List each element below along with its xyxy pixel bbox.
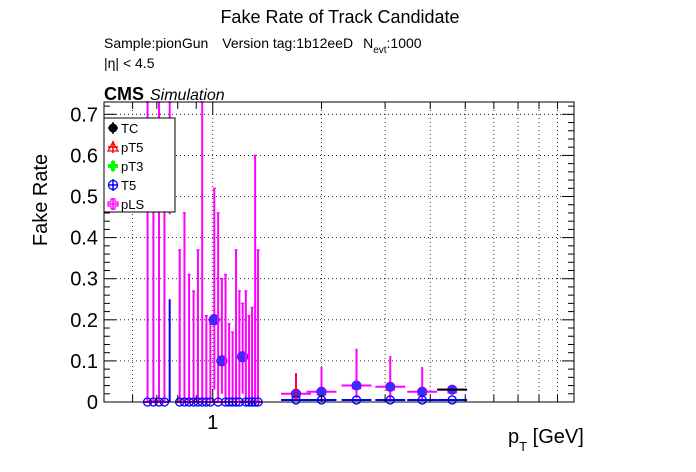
legend-marker — [108, 161, 118, 171]
legend: TC pT5 pT3 T5 pLS — [103, 117, 176, 213]
plot-frame — [103, 101, 575, 403]
marker-tc-t5-overlay — [216, 355, 228, 367]
legend-item: pT3 — [108, 159, 143, 174]
marker-t5 — [385, 395, 395, 405]
legend-item: TC — [108, 121, 138, 136]
x-tick-label: 1 — [207, 412, 218, 434]
y-tick-label: 0.3 — [70, 269, 98, 291]
y-tick-label: 0.7 — [70, 104, 98, 126]
high-pt-point — [306, 367, 337, 405]
eta-cut: |η| < 4.5 — [104, 55, 155, 71]
legend-item: pT5 — [106, 140, 143, 155]
legend-marker — [108, 123, 118, 133]
pls-point — [208, 187, 220, 390]
y-tick-label: 0 — [87, 392, 98, 414]
y-tick-label: 0.1 — [70, 351, 98, 373]
marker-tc-t5-overlay — [417, 386, 428, 397]
marker-tc-t5-overlay — [385, 381, 396, 392]
sample-info: Sample:pionGun Version tag:1b12eeD Nevt:10… — [104, 35, 422, 56]
legend-marker — [106, 140, 120, 152]
y-tick-label: 0.4 — [70, 228, 98, 250]
legend-label: TC — [121, 121, 138, 136]
legend-item: pLS — [107, 197, 144, 212]
y-axis-label: Fake Rate — [30, 154, 52, 246]
y-tick-label: 0.6 — [70, 145, 98, 167]
legend-label: pT5 — [121, 140, 143, 155]
marker-tc-t5-overlay — [316, 386, 327, 397]
legend-marker — [107, 179, 119, 191]
chart-title: Fake Rate of Track Candidate — [220, 7, 459, 27]
marker-t5 — [417, 395, 427, 405]
x-axis-label: pT [GeV] — [508, 426, 584, 454]
legend-label: pLS — [121, 197, 144, 212]
marker-tc-t5-overlay — [351, 380, 362, 391]
high-pt-point — [341, 348, 372, 405]
axes: 0 0.1 0.2 0.3 0.4 0.5 0.6 0.7 1 — [70, 101, 575, 434]
y-tick-label: 0.5 — [70, 187, 98, 209]
legend-items: TC pT5 pT3 T5 pLS — [106, 121, 144, 212]
legend-marker — [107, 198, 119, 210]
legend-item: T5 — [107, 178, 136, 193]
legend-label: pT3 — [121, 159, 143, 174]
marker-tc-t5-overlay — [208, 314, 220, 326]
cms-label: CMS Simulation — [104, 84, 225, 104]
y-tick-label: 0.2 — [70, 310, 98, 332]
high-pt-point — [375, 355, 406, 405]
high-pt-point — [407, 367, 438, 405]
marker-t5 — [351, 395, 362, 405]
marker-t5 — [447, 395, 457, 405]
legend-label: T5 — [121, 178, 136, 193]
